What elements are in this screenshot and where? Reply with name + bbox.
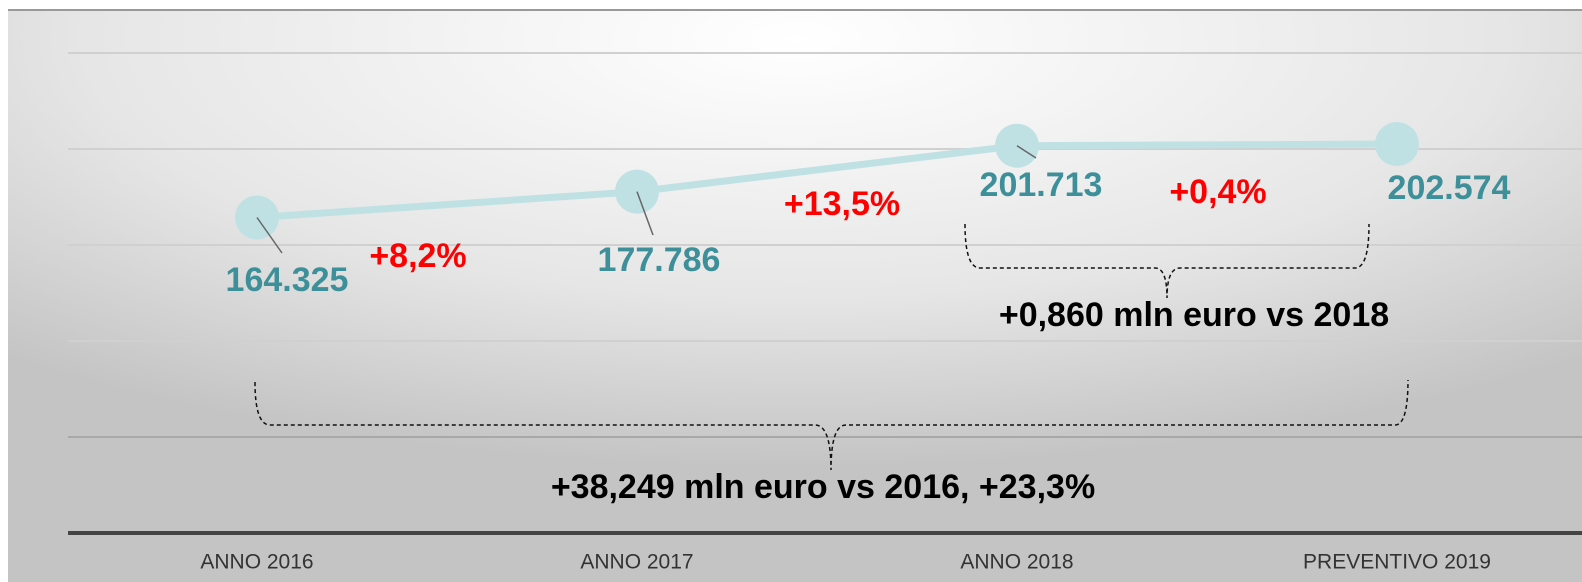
change-label: +0,4% bbox=[1169, 173, 1266, 211]
x-tick-label: ANNO 2018 bbox=[960, 551, 1073, 574]
annotation: +38,249 mln euro vs 2016, +23,3% bbox=[551, 468, 1095, 506]
change-label: +13,5% bbox=[784, 185, 900, 223]
background bbox=[8, 10, 1582, 582]
brace-2018 bbox=[964, 223, 1370, 299]
grid bbox=[68, 52, 1582, 535]
data-label: 202.574 bbox=[1388, 169, 1511, 207]
x-tick-label: PREVENTIVO 2019 bbox=[1303, 551, 1491, 574]
data-label: 164.325 bbox=[226, 261, 349, 299]
leader-line bbox=[636, 191, 654, 236]
plot: ANNO 2016 ANNO 2017 ANNO 2018 PREVENTIVO 20… bbox=[200, 122, 1511, 574]
data-label: 201.713 bbox=[980, 166, 1103, 204]
change-label: +8,2% bbox=[369, 237, 466, 275]
brace-2016 bbox=[254, 379, 1409, 471]
point bbox=[1375, 122, 1419, 167]
x-tick-label: ANNO 2016 bbox=[200, 551, 313, 574]
annotation: +0,860 mln euro vs 2018 bbox=[999, 296, 1389, 334]
series-line bbox=[256, 140, 1398, 221]
x-tick-label: ANNO 2017 bbox=[580, 551, 693, 574]
leader-line bbox=[256, 217, 283, 254]
data-label: 177.786 bbox=[598, 241, 721, 279]
leader-line bbox=[1016, 145, 1037, 159]
